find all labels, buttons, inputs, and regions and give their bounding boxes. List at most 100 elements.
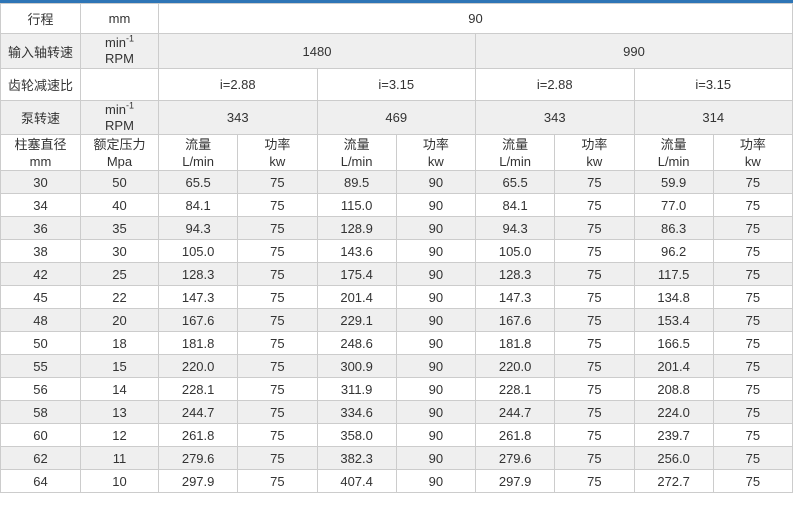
cell-power-990-i315: 75 [712,170,793,194]
table-row-column-headers: 柱塞直径 mm 额定压力 Mpa 流量 L/min 功率 kw 流量 L/m [0,134,793,171]
cell-power-990-i315: 75 [712,308,793,332]
cell-power-1480-i288: 75 [237,354,318,378]
cell-power-990-i288: 75 [554,423,635,447]
cell-rated-pressure: 22 [80,285,159,309]
cell-flow-990-i315: 201.4 [633,354,714,378]
col-header-line1: 功率 [264,136,291,152]
cell-flow-1480-i288: 181.8 [157,331,239,355]
cell-flow-1480-i288: 244.7 [157,400,239,424]
unit-min-sup: min-1 [83,102,156,118]
cell-flow-1480-i315: 229.1 [316,308,397,332]
cell-flow-1480-i315: 382.3 [316,446,397,470]
pump-speed-unit: min-1 RPM [80,100,159,135]
cell-flow-1480-i315: 358.0 [316,423,397,447]
cell-plunger-diameter: 58 [0,400,81,424]
stroke-label: 行程 [0,3,81,34]
table-row: 36 35 94.3 75 128.9 90 94.3 75 86.3 75 [0,216,793,240]
pump-speed-value-3: 343 [475,100,635,135]
cell-power-990-i288: 75 [554,285,635,309]
cell-flow-1480-i288: 297.9 [157,469,239,493]
cell-power-990-i288: 75 [554,446,635,470]
cell-flow-990-i288: 228.1 [474,377,556,401]
cell-rated-pressure: 13 [80,400,159,424]
cell-flow-990-i315: 272.7 [633,469,714,493]
cell-plunger-diameter: 48 [0,308,81,332]
cell-power-1480-i288: 75 [237,193,318,217]
table-row: 30 50 65.5 75 89.5 90 65.5 75 59.9 75 [0,170,793,194]
cell-rated-pressure: 25 [80,262,159,286]
cell-rated-pressure: 50 [80,170,159,194]
table-row-stroke: 行程 mm 90 [0,3,793,34]
cell-power-990-i315: 75 [712,354,793,378]
cell-plunger-diameter: 50 [0,331,81,355]
pump-speed-value-2: 469 [316,100,476,135]
cell-rated-pressure: 15 [80,354,159,378]
cell-plunger-diameter: 45 [0,285,81,309]
cell-power-990-i288: 75 [554,170,635,194]
cell-flow-990-i315: 86.3 [633,216,714,240]
col-header-line1: 流量 [343,136,370,152]
cell-power-990-i315: 75 [712,216,793,240]
cell-power-990-i288: 75 [554,377,635,401]
cell-power-990-i315: 75 [712,285,793,309]
col-header-flow-1: 流量 L/min [157,134,239,171]
cell-flow-990-i288: 147.3 [474,285,556,309]
cell-power-990-i315: 75 [712,469,793,493]
cell-flow-1480-i288: 228.1 [157,377,239,401]
unit-main: min [105,101,126,117]
top-accent-bar [0,0,793,3]
cell-power-990-i315: 75 [712,193,793,217]
unit-min-sup: min-1 [83,35,156,51]
cell-flow-1480-i288: 94.3 [157,216,239,240]
cell-flow-1480-i315: 89.5 [316,170,397,194]
cell-flow-990-i288: 181.8 [474,331,556,355]
cell-flow-990-i288: 167.6 [474,308,556,332]
pump-spec-page: 行程 mm 90 输入轴转速 min-1 RPM 1480 990 齿轮减速比 … [0,0,793,493]
cell-power-990-i315: 75 [712,239,793,263]
cell-flow-990-i315: 77.0 [633,193,714,217]
cell-plunger-diameter: 56 [0,377,81,401]
cell-power-990-i315: 75 [712,400,793,424]
cell-plunger-diameter: 62 [0,446,81,470]
cell-rated-pressure: 20 [80,308,159,332]
cell-power-990-i315: 75 [712,377,793,401]
cell-power-1480-i315: 90 [395,446,477,470]
cell-power-990-i288: 75 [554,354,635,378]
col-header-line2: L/min [182,153,215,169]
cell-power-1480-i315: 90 [395,239,477,263]
cell-flow-990-i288: 220.0 [474,354,556,378]
cell-flow-990-i288: 105.0 [474,239,556,263]
cell-plunger-diameter: 38 [0,239,81,263]
cell-flow-1480-i288: 84.1 [157,193,239,217]
col-header-line2: Mpa [106,153,133,169]
cell-flow-990-i288: 279.6 [474,446,556,470]
cell-power-990-i288: 75 [554,469,635,493]
col-header-line2: L/min [340,153,373,169]
cell-power-990-i315: 75 [712,331,793,355]
cell-flow-1480-i315: 143.6 [316,239,397,263]
cell-plunger-diameter: 30 [0,170,81,194]
col-header-line2: L/min [657,153,690,169]
cell-flow-1480-i288: 261.8 [157,423,239,447]
cell-flow-990-i315: 239.7 [633,423,714,447]
gear-ratio-unit-empty [80,68,159,101]
cell-power-1480-i315: 90 [395,216,477,240]
cell-rated-pressure: 11 [80,446,159,470]
cell-power-1480-i315: 90 [395,377,477,401]
cell-flow-990-i315: 96.2 [633,239,714,263]
col-header-flow-3: 流量 L/min [474,134,556,171]
input-speed-label: 输入轴转速 [0,33,81,69]
gear-ratio-value-2: i=3.15 [316,68,476,101]
cell-rated-pressure: 40 [80,193,159,217]
col-header-line1: 柱塞直径 [14,136,67,152]
table-row: 64 10 297.9 75 407.4 90 297.9 75 272.7 75 [0,469,793,493]
cell-rated-pressure: 35 [80,216,159,240]
col-header-rated-pressure: 额定压力 Mpa [80,134,159,171]
cell-power-1480-i288: 75 [237,285,318,309]
cell-flow-990-i288: 94.3 [474,216,556,240]
table-row: 38 30 105.0 75 143.6 90 105.0 75 96.2 75 [0,239,793,263]
cell-power-990-i288: 75 [554,308,635,332]
cell-flow-990-i315: 208.8 [633,377,714,401]
cell-flow-990-i288: 128.3 [474,262,556,286]
cell-power-1480-i288: 75 [237,377,318,401]
